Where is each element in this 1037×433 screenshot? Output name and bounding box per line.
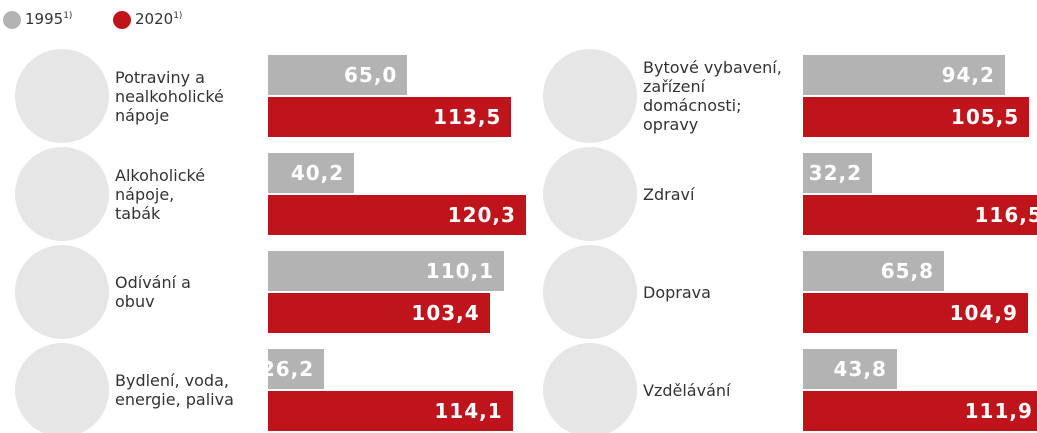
category-label: Doprava [643, 282, 711, 302]
bar: 103,4 [268, 293, 490, 333]
category-icon [15, 49, 109, 143]
category-icon [15, 343, 109, 433]
value-label: 113,5 [433, 105, 502, 129]
value-label: 116,5 [974, 203, 1037, 227]
category-label: Alkoholické nápoje, tabák [115, 165, 206, 223]
value-label: 105,5 [950, 105, 1020, 129]
legend-entry: 19951) [25, 10, 72, 28]
value-label: 114,1 [434, 399, 503, 423]
legend-note: 1) [63, 11, 73, 21]
category-label: Zdraví [643, 184, 695, 204]
category-label: Odívání a obuv [115, 273, 191, 311]
legend-note: 1) [173, 11, 183, 21]
bar: 104,9 [803, 293, 1028, 333]
bar: 113,5 [268, 97, 512, 137]
category-label: Bydlení, voda, energie, paliva [115, 371, 234, 409]
value-label: 103,4 [411, 301, 480, 325]
bar: 43,8 [803, 349, 897, 389]
bar: 40,2 [268, 153, 355, 193]
value-label: 104,9 [949, 301, 1018, 325]
legend-label: 1995 [25, 10, 64, 28]
category-label: Potraviny a nealkoholické nápoje [115, 67, 224, 125]
category-icon [543, 49, 637, 143]
bar: 65,8 [803, 251, 945, 291]
value-label: 43,8 [833, 357, 887, 381]
legend-entry: 20201) [135, 10, 182, 28]
value-label: 120,3 [447, 203, 516, 227]
value-label: 32,2 [808, 161, 863, 185]
category-icon [543, 147, 637, 241]
value-label: 111,9 [964, 399, 1033, 423]
bar: 94,2 [803, 55, 1005, 95]
bar: 110,1 [268, 251, 505, 291]
bar: 65,0 [268, 55, 408, 95]
bar: 26,2 [261, 349, 325, 389]
value-label: 65,8 [880, 259, 935, 283]
bar: 105,5 [803, 97, 1030, 137]
legend-label: 2020 [135, 10, 174, 28]
bar: 32,2 [803, 153, 873, 193]
value-label: 65,0 [344, 63, 398, 87]
bar: 116,5 [803, 195, 1037, 235]
value-label: 26,2 [260, 357, 315, 381]
value-label: 94,2 [941, 63, 995, 87]
bar: 120,3 [268, 195, 526, 235]
value-label: 40,2 [290, 161, 345, 185]
category-icon [15, 245, 109, 339]
category-icon [15, 147, 109, 241]
bar: 114,1 [268, 391, 513, 431]
category-label: Vzdělávání [643, 380, 731, 400]
legend-swatch [3, 11, 21, 29]
value-label: 110,1 [425, 259, 495, 283]
category-icon [543, 343, 637, 433]
category-icon [543, 245, 637, 339]
bar: 111,9 [803, 391, 1037, 431]
legend-swatch [113, 11, 131, 29]
category-label: Bytové vybavení, zařízení domácnosti; op… [643, 58, 782, 134]
